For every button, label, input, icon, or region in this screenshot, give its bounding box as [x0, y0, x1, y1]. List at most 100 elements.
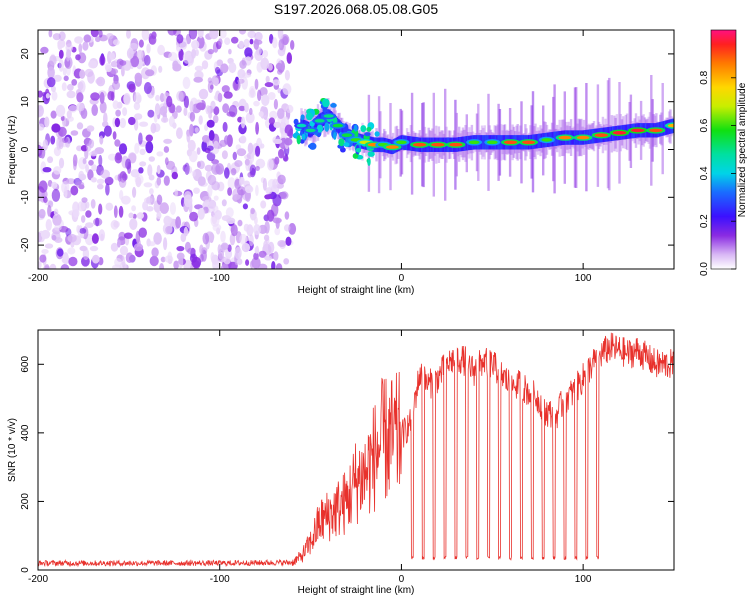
spectrogram-ridge-cell	[662, 121, 666, 136]
spectrogram-noise-cell	[62, 252, 69, 265]
spectrogram-blob	[343, 142, 350, 147]
spectrogram-noise-cell	[129, 42, 138, 50]
spectrogram-noise-cell	[253, 252, 259, 260]
spectrogram-noise-cell	[245, 112, 255, 124]
spectrogram-noise-cell	[133, 243, 144, 252]
colorbar-gradient	[711, 30, 736, 269]
spectrogram-noise-cell	[191, 170, 196, 177]
spectrogram-y-tick-label: 20	[20, 48, 31, 60]
spectrogram-noise-cell	[273, 251, 279, 261]
spectrogram-blob	[296, 135, 301, 145]
spectrogram-noise-cell	[89, 245, 99, 252]
spectrogram-noise-cell	[91, 164, 97, 172]
spectrogram-noise-cell	[139, 148, 146, 156]
spectrogram-noise-cell	[145, 141, 154, 154]
spectrogram-noise-cell	[161, 116, 169, 123]
spectrogram-blob	[306, 112, 313, 121]
spectrogram-noise-cell	[50, 135, 56, 145]
spectrogram-blob	[360, 125, 367, 133]
spectrogram-noise-cell	[216, 59, 224, 67]
spectrogram-noise-cell	[155, 94, 161, 102]
spectrogram-noise-cell	[255, 166, 260, 171]
spectrogram-noise-cell	[141, 30, 150, 41]
spectrogram-noise-cell	[277, 30, 284, 40]
spectrogram-noise-cell	[175, 216, 182, 229]
spectrogram-blob	[308, 142, 317, 150]
spectrogram-ridge-peak	[385, 145, 399, 149]
spectrogram-noise-cell	[156, 211, 162, 220]
spectrogram-noise-cell	[47, 66, 55, 79]
spectrogram-noise-cell	[132, 213, 137, 219]
spectrogram-noise-cell	[173, 260, 180, 269]
spectrogram-noise-cell	[68, 105, 78, 113]
spectrogram-noise-cell	[128, 83, 136, 93]
spectrogram-noise-cell	[119, 117, 127, 129]
spectrogram-noise-cell	[182, 51, 192, 64]
spectrogram-noise-cell	[206, 152, 216, 162]
spectrogram-noise-cell	[223, 256, 231, 265]
spectrogram-noise-cell	[188, 30, 198, 40]
spectrogram-noise-cell	[285, 104, 294, 114]
spectrogram-noise-cell	[168, 115, 175, 127]
spectrogram-noise-cell	[115, 109, 121, 117]
colorbar-tick-label: 0.6	[699, 118, 710, 132]
spectrogram-noise-cell	[134, 113, 143, 120]
spectrogram-noise-cell	[198, 115, 203, 125]
spectrogram-noise-cell	[123, 232, 133, 239]
spectrogram-noise-cell	[197, 160, 205, 170]
spectrogram-noise-cell	[143, 82, 152, 94]
spectrogram-noise-cell	[111, 80, 121, 90]
spectrogram-blob	[322, 98, 330, 108]
snr-y-ticks: 600 400 200 0	[20, 356, 674, 573]
spectrogram-noise-cell	[52, 33, 62, 41]
spectrogram-ridge-cell	[313, 119, 316, 134]
spectrogram-noise-cell	[40, 229, 51, 239]
spectrogram-blob	[367, 157, 371, 166]
spectrogram-noise-cell	[186, 130, 191, 143]
spectrogram-noise-cell	[146, 195, 156, 205]
spectrogram-noise-cell	[143, 182, 153, 188]
spectrogram-noise-cell	[260, 57, 270, 70]
spectrogram-noise-cell	[153, 232, 162, 245]
spectrogram-noise-cell	[284, 211, 290, 220]
spectrogram-ridge-peak	[503, 140, 518, 145]
spectrogram-noise-cell	[238, 176, 244, 186]
spectrogram-noise-cell	[99, 55, 106, 66]
spectrogram-noise-cell	[74, 36, 84, 44]
spectrogram-noise-cell	[283, 224, 291, 232]
spectrogram-noise-cell	[218, 248, 225, 260]
spectrogram-noise-cell	[207, 48, 214, 55]
spectrogram-noise-cell	[72, 208, 80, 218]
spectrogram-noise-cell	[265, 187, 273, 195]
spectrogram-noise-cell	[282, 155, 289, 162]
spectrogram-noise-cell	[131, 205, 137, 212]
spectrogram-x-ticks: -200 -100 0 100	[28, 30, 592, 284]
spectrogram-noise-cell	[96, 178, 105, 185]
spectrogram-blob	[366, 126, 372, 132]
spectrogram-noise-cell	[258, 250, 267, 258]
spectrogram-noise-cell	[228, 62, 237, 74]
spectrogram-noise-cell	[172, 63, 182, 72]
spectrogram-noise-cell	[227, 244, 232, 252]
spectrogram-noise-cell	[41, 249, 49, 254]
spectrogram-noise-cell	[47, 205, 52, 217]
spectrogram-noise-cell	[280, 122, 285, 129]
spectrogram-ridge-peak	[594, 133, 608, 137]
spectrogram-noise-cell	[149, 188, 154, 195]
spectrogram-ridge-peak	[431, 142, 445, 147]
spectrogram-noise-cell	[114, 153, 123, 164]
spectrogram-noise-cell	[227, 177, 236, 190]
spectrogram-noise-cell	[99, 135, 104, 145]
spectrogram-noise-cell	[183, 194, 193, 208]
spectrogram-noise-cell	[58, 157, 65, 169]
spectrogram-noise-cell	[222, 121, 228, 133]
spectrogram-noise-cell	[220, 242, 229, 250]
spectrogram-noise-cell	[147, 109, 155, 118]
spectrogram-blob	[353, 124, 358, 132]
snr-y-tick-label: 600	[20, 356, 31, 373]
spectrogram-noise-cell	[64, 185, 68, 199]
spectrogram-noise-cell	[163, 146, 170, 153]
spectrogram-noise-cell	[88, 159, 94, 166]
spectrogram-noise-cell	[176, 44, 182, 52]
spectrogram-ridge-peak	[296, 123, 307, 128]
